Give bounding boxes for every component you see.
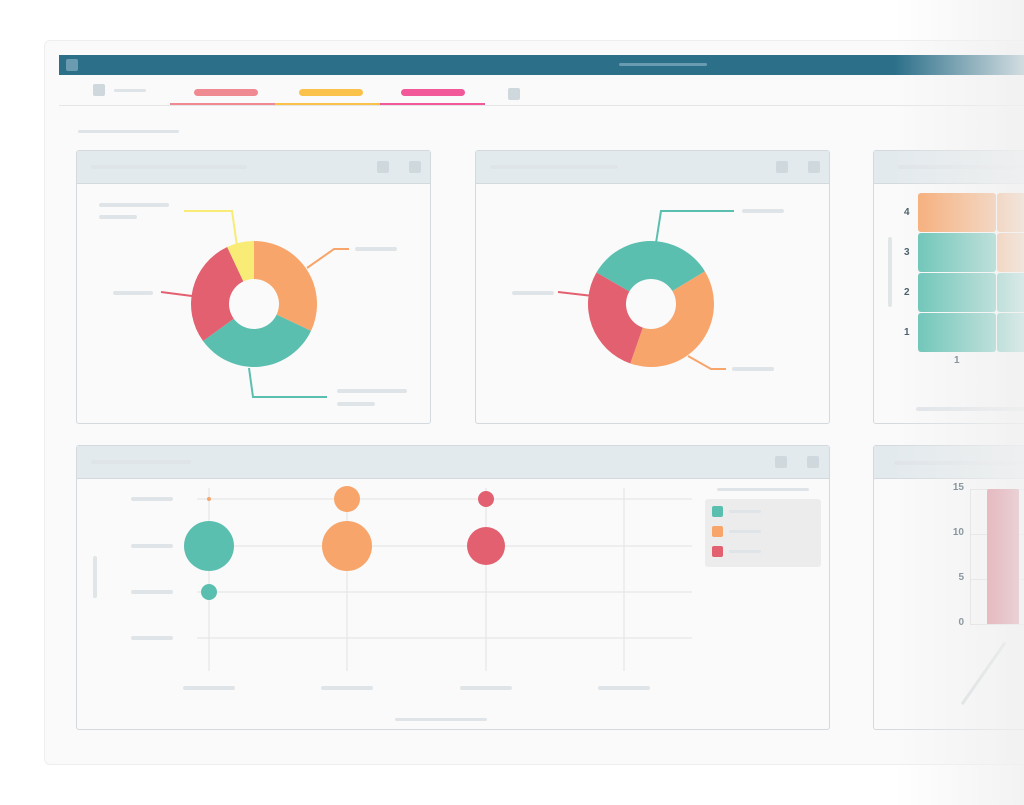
bubble-panel — [76, 445, 830, 730]
bubble-teal[interactable] — [184, 521, 234, 571]
tab-1[interactable] — [170, 80, 275, 105]
legend — [705, 499, 821, 567]
bubble-chart — [131, 486, 692, 690]
maximize-icon[interactable] — [808, 161, 820, 173]
bubble-teal[interactable] — [201, 584, 217, 600]
maximize-icon[interactable] — [409, 161, 421, 173]
donut-slice-orange[interactable] — [630, 271, 714, 367]
donut-slice-red[interactable] — [588, 272, 643, 364]
donut-slice-orange[interactable] — [254, 241, 317, 331]
minimize-icon[interactable] — [776, 161, 788, 173]
home-label — [114, 89, 146, 92]
title-bar — [59, 55, 1024, 75]
add-tab-icon[interactable] — [508, 88, 520, 100]
donut-slice-red[interactable] — [191, 246, 244, 342]
bubble-orange[interactable] — [322, 521, 372, 571]
bubble-red[interactable] — [478, 491, 494, 507]
maximize-icon[interactable] — [807, 456, 819, 468]
donut-panel-2 — [475, 150, 830, 424]
donut-slice-teal[interactable] — [203, 314, 312, 368]
bubble-orange[interactable] — [207, 497, 211, 501]
tab-2[interactable] — [275, 80, 380, 105]
minimize-icon[interactable] — [377, 161, 389, 173]
home-icon[interactable] — [93, 84, 105, 96]
app-icon — [66, 59, 78, 71]
bubble-red[interactable] — [467, 527, 505, 565]
donut-panel-1 — [76, 150, 431, 424]
donut-slice-yellow[interactable] — [227, 241, 254, 282]
donut-chart-2 — [512, 209, 784, 371]
donut-chart-1 — [99, 203, 407, 406]
page-title — [78, 130, 179, 133]
minimize-icon[interactable] — [775, 456, 787, 468]
tab-3[interactable] — [380, 80, 485, 105]
bubble-orange[interactable] — [334, 486, 360, 512]
window-title — [619, 63, 707, 66]
donut-slice-teal[interactable] — [596, 241, 705, 292]
